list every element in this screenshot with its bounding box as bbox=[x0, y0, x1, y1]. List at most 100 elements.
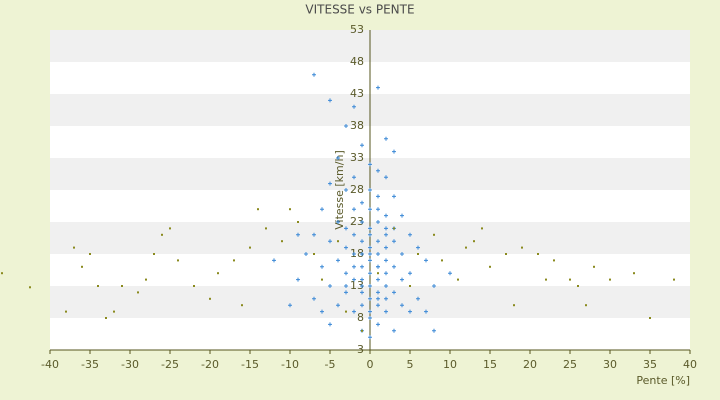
point bbox=[320, 207, 324, 212]
point bbox=[384, 136, 388, 141]
point bbox=[344, 271, 348, 276]
point bbox=[352, 104, 356, 109]
point bbox=[336, 220, 340, 224]
point bbox=[417, 253, 419, 255]
point bbox=[272, 258, 276, 263]
point bbox=[352, 232, 356, 237]
point bbox=[249, 246, 251, 249]
point bbox=[336, 303, 340, 308]
point bbox=[360, 220, 364, 224]
x-tick-label: 10 bbox=[443, 358, 457, 371]
x-axis-label: Pente [%] bbox=[636, 374, 690, 387]
point bbox=[384, 213, 388, 218]
point bbox=[376, 296, 380, 301]
point bbox=[393, 227, 395, 230]
point bbox=[569, 278, 571, 281]
point bbox=[408, 309, 412, 314]
point bbox=[360, 200, 364, 205]
point bbox=[392, 239, 396, 244]
x-tick-label: -15 bbox=[241, 358, 259, 371]
x-tick-label: 25 bbox=[563, 358, 577, 371]
point bbox=[233, 259, 235, 262]
x-tick-label: 40 bbox=[683, 358, 697, 371]
point bbox=[209, 297, 211, 300]
point bbox=[368, 188, 372, 192]
x-tick-label: 20 bbox=[523, 358, 537, 371]
point bbox=[360, 290, 364, 295]
point bbox=[392, 264, 396, 269]
point bbox=[368, 309, 372, 314]
point bbox=[296, 232, 300, 237]
y-tick-label: 28 bbox=[350, 183, 364, 196]
point bbox=[392, 328, 396, 333]
point bbox=[489, 265, 491, 268]
point bbox=[376, 252, 380, 256]
point bbox=[113, 310, 115, 313]
point bbox=[513, 304, 515, 307]
point bbox=[384, 232, 388, 237]
point bbox=[376, 207, 380, 212]
point bbox=[424, 309, 428, 314]
point bbox=[424, 258, 428, 263]
point bbox=[400, 252, 404, 256]
point bbox=[376, 220, 380, 224]
point bbox=[320, 264, 324, 269]
point bbox=[577, 285, 579, 287]
point bbox=[121, 285, 123, 287]
point bbox=[352, 175, 356, 180]
point bbox=[545, 278, 547, 281]
point bbox=[328, 322, 332, 327]
point bbox=[392, 149, 396, 154]
point bbox=[400, 213, 404, 218]
point bbox=[328, 98, 332, 103]
x-tick-label: -40 bbox=[41, 358, 59, 371]
point bbox=[376, 322, 380, 327]
point bbox=[320, 309, 324, 314]
point bbox=[281, 240, 283, 243]
point bbox=[328, 239, 332, 244]
point bbox=[344, 124, 348, 128]
point bbox=[368, 258, 372, 263]
point bbox=[368, 245, 372, 250]
point bbox=[193, 285, 195, 287]
point bbox=[673, 278, 675, 281]
x-tick-label: -10 bbox=[281, 358, 299, 371]
point bbox=[352, 252, 356, 256]
x-tick-label: -25 bbox=[161, 358, 179, 371]
point bbox=[537, 253, 539, 255]
point bbox=[409, 285, 411, 287]
y-tick-label: 8 bbox=[357, 311, 364, 324]
point bbox=[416, 296, 420, 301]
point bbox=[73, 246, 75, 249]
y-tick-label: 43 bbox=[350, 87, 364, 100]
x-tick-label: -30 bbox=[121, 358, 139, 371]
point bbox=[384, 175, 388, 180]
point bbox=[521, 246, 523, 249]
point bbox=[368, 296, 372, 301]
point bbox=[384, 296, 388, 301]
point bbox=[609, 278, 611, 281]
point bbox=[241, 304, 243, 307]
point bbox=[89, 253, 91, 255]
point bbox=[336, 258, 340, 263]
point bbox=[337, 240, 339, 243]
point bbox=[368, 284, 372, 288]
point bbox=[360, 284, 364, 288]
point bbox=[161, 233, 163, 236]
point bbox=[376, 194, 380, 199]
point bbox=[448, 271, 452, 276]
point bbox=[352, 264, 356, 269]
point bbox=[432, 284, 436, 288]
point bbox=[257, 208, 259, 211]
point bbox=[360, 277, 364, 282]
point bbox=[169, 227, 171, 230]
point bbox=[384, 284, 388, 288]
point bbox=[1, 272, 3, 275]
point bbox=[481, 227, 483, 230]
point bbox=[344, 284, 348, 288]
point bbox=[400, 303, 404, 308]
point bbox=[368, 226, 372, 231]
point bbox=[360, 143, 364, 148]
point bbox=[473, 240, 475, 243]
